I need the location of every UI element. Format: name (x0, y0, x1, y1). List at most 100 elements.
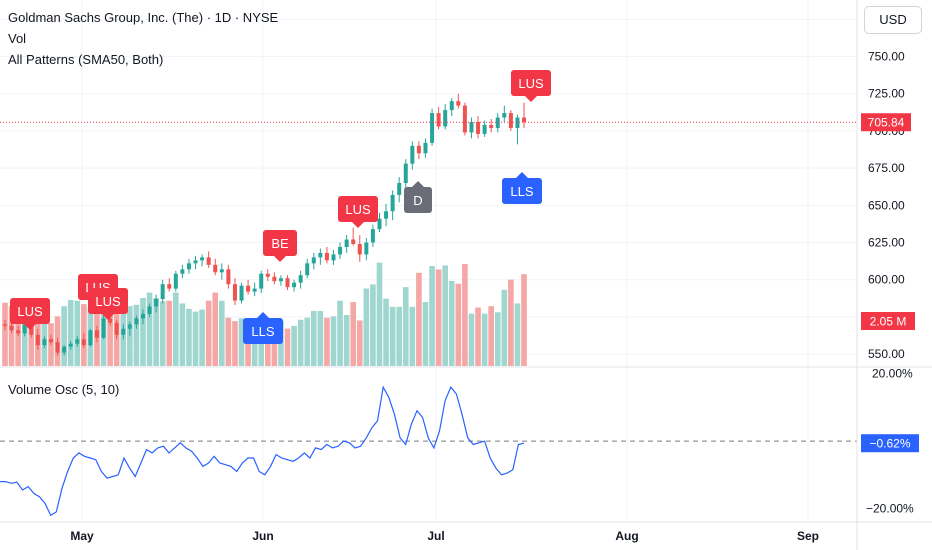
candle-body (88, 330, 93, 346)
candle (101, 315, 106, 340)
candle (48, 334, 53, 346)
candle-body (68, 343, 73, 347)
volume-bar (258, 334, 265, 366)
candle (357, 235, 362, 262)
candle (344, 235, 349, 253)
candle-body (318, 252, 323, 258)
price-tick-label: 750.00 (868, 50, 905, 64)
candle (160, 279, 165, 304)
volume-bar (304, 317, 311, 366)
volume-indicator-label[interactable]: Vol (8, 31, 27, 46)
candle-body (456, 101, 461, 106)
volume-bar (508, 279, 514, 366)
candle (173, 270, 178, 292)
volume-bar (376, 262, 383, 366)
pattern-label-box (88, 288, 128, 314)
candle (456, 93, 461, 109)
candle-body (127, 324, 132, 329)
symbol-title[interactable]: Goldman Sachs Group, Inc. (The) · 1D · N… (8, 10, 279, 25)
volume-bar (475, 307, 481, 366)
candle (410, 141, 415, 170)
volume-bar (15, 318, 21, 366)
candle (351, 227, 356, 246)
grid (0, 0, 857, 522)
candle-body (285, 278, 290, 288)
volume-bar (330, 316, 337, 366)
candle (403, 159, 408, 188)
candle (489, 119, 494, 133)
candle-body (508, 113, 513, 128)
candle-body (357, 244, 362, 255)
pattern-label-bull: LLS (243, 312, 283, 344)
pattern-label-text: LUS (345, 202, 371, 217)
pattern-label-bear: LUS (338, 196, 378, 228)
candle-body (219, 269, 224, 273)
pattern-label-text: LUS (518, 76, 544, 91)
price-tick-label: 675.00 (868, 161, 905, 175)
volume-bar (462, 264, 468, 366)
price-tick-label: 625.00 (868, 236, 905, 250)
candle-body (482, 124, 487, 134)
pattern-label-box (404, 187, 432, 213)
candle-body (515, 117, 520, 128)
candle (88, 328, 93, 347)
candle (449, 98, 454, 117)
pattern-label-neutral: D (404, 181, 432, 213)
currency-button[interactable]: USD (864, 6, 922, 34)
candle (200, 254, 205, 267)
pattern-label-text: LUS (17, 304, 43, 319)
pattern-label-pointer (516, 172, 528, 178)
last-price-value: 705.84 (868, 116, 905, 130)
candle (318, 248, 323, 265)
patterns-indicator-label[interactable]: All Patterns (SMA50, Both) (8, 52, 164, 67)
volume-bar (21, 308, 28, 366)
candle (476, 116, 481, 139)
candle-body (134, 318, 139, 325)
volume-bar (501, 289, 508, 366)
candle (443, 104, 448, 130)
oscillator-value-badge (861, 434, 919, 453)
candle-body (206, 257, 211, 265)
candle-body (416, 145, 421, 154)
volume-bar (429, 266, 435, 366)
volume-bar (61, 306, 67, 366)
candle (397, 177, 402, 203)
pattern-label-text: LLS (510, 184, 533, 199)
pattern-label-bear: BE (263, 230, 297, 262)
candle-body (114, 322, 119, 335)
candle (213, 258, 218, 276)
candle-body (351, 239, 356, 244)
volume-bar (225, 317, 232, 366)
candle-body (430, 113, 435, 143)
candle-body (147, 306, 152, 314)
volume-bar (337, 300, 343, 366)
candle-body (397, 183, 402, 195)
volume-bar (107, 305, 113, 366)
volume-bar (232, 321, 238, 366)
candle (94, 325, 99, 343)
candle-body (213, 264, 218, 273)
volume-bar (186, 308, 192, 366)
pattern-label-text: LUS (95, 294, 121, 309)
candle (436, 107, 441, 130)
candle-body (121, 328, 126, 335)
volume-bar (192, 311, 199, 366)
oscillator-indicator-label[interactable]: Volume Osc (5, 10) (8, 382, 120, 397)
pattern-label-pointer (102, 314, 114, 320)
volume-bar (448, 281, 455, 366)
candle (140, 309, 145, 325)
oscillator-line (0, 385, 525, 517)
candle (154, 294, 159, 313)
volume-badge (861, 312, 915, 330)
candle (22, 322, 27, 337)
candle (331, 249, 336, 265)
candle-body (522, 117, 527, 122)
volume-bar (219, 300, 225, 366)
price-tick-label: 725.00 (868, 87, 905, 101)
candle (495, 113, 500, 133)
price-tick-label: 650.00 (868, 198, 905, 212)
pattern-label-pointer (257, 312, 269, 318)
pattern-label-text: BE (271, 236, 289, 251)
